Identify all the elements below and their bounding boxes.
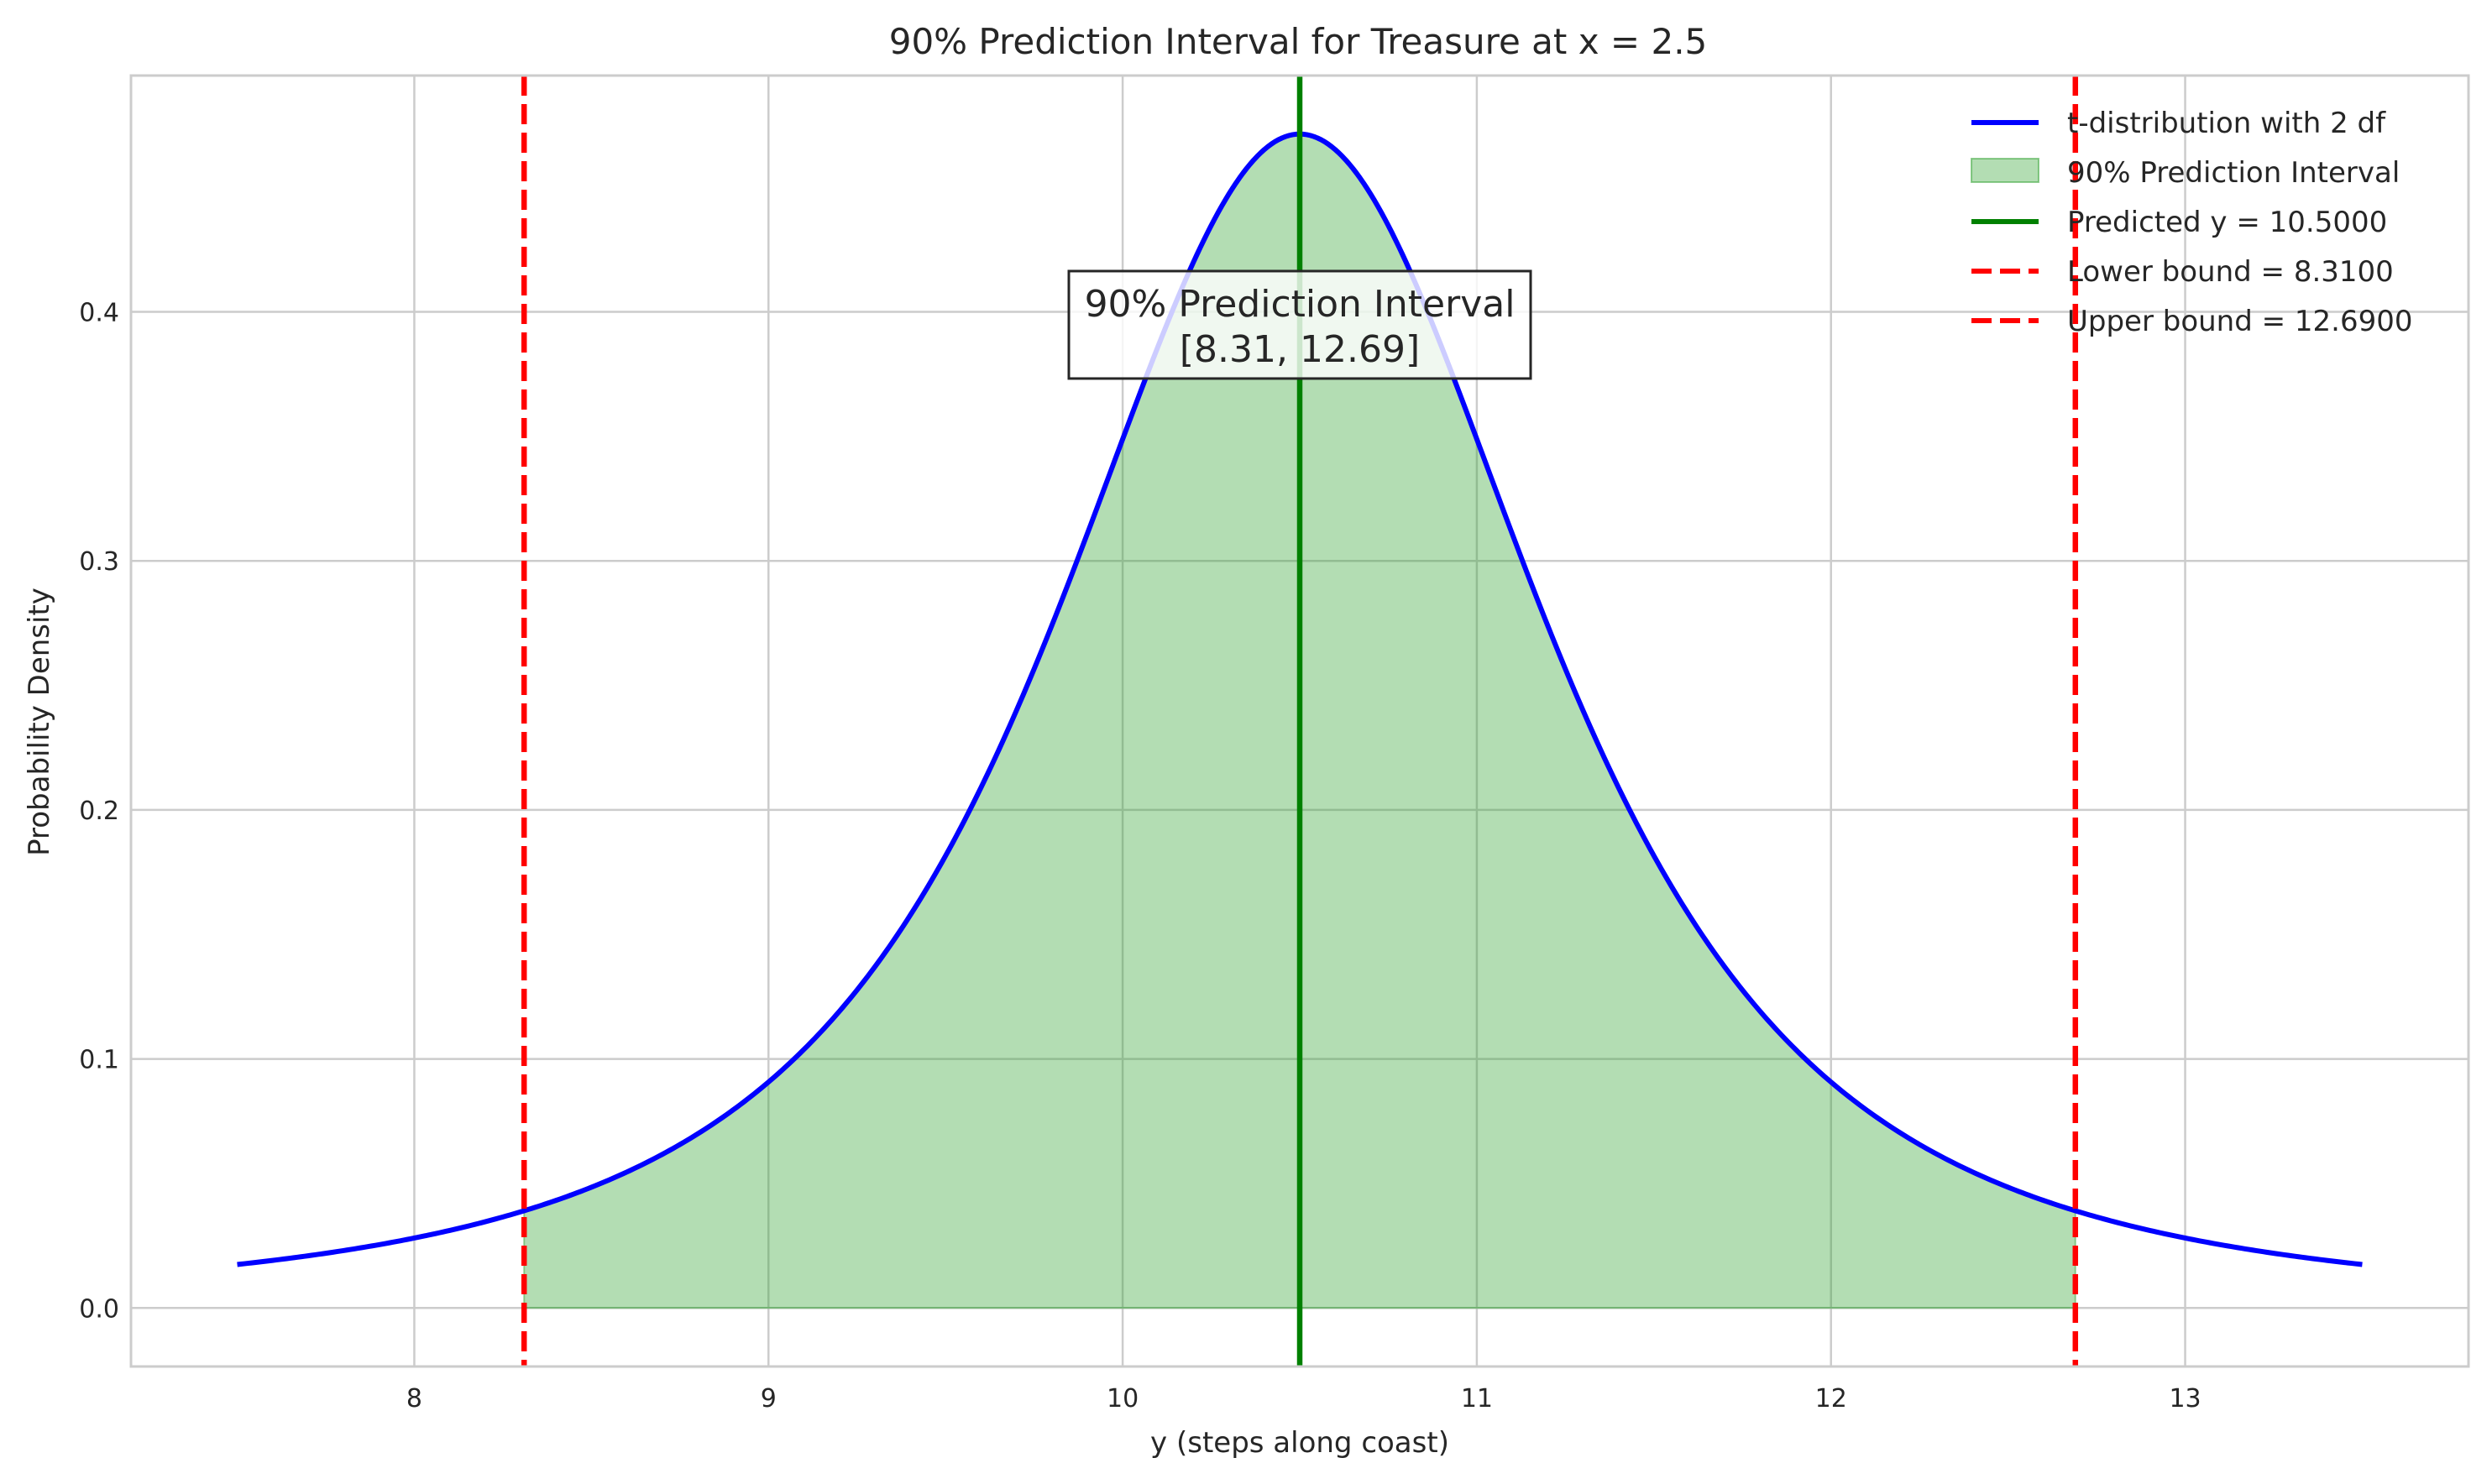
annotation-line-1: 90% Prediction Interval (1085, 283, 1516, 326)
x-tick-label: 13 (2169, 1384, 2201, 1413)
annotation-line-2: [8.31, 12.69] (1180, 328, 1420, 371)
x-axis-label: y (steps along coast) (1150, 1426, 1449, 1460)
annotation-box (1067, 269, 1532, 380)
x-tick-label: 10 (1107, 1384, 1139, 1413)
x-tick-label: 9 (761, 1384, 777, 1413)
y-tick-label: 0.1 (79, 1046, 119, 1075)
legend-label: Lower bound = 8.3100 (2067, 255, 2394, 289)
x-tick-label: 12 (1815, 1384, 1847, 1413)
y-tick-label: 0.0 (79, 1294, 119, 1324)
y-axis-label: Probability Density (23, 588, 56, 856)
legend-label: t-distribution with 2 df (2067, 107, 2386, 140)
legend-label: 90% Prediction Interval (2067, 156, 2400, 190)
legend-label: Predicted y = 10.5000 (2067, 206, 2387, 239)
chart-title: 90% Prediction Interval for Treasure at … (889, 21, 1708, 62)
plot-frame (129, 74, 2470, 1368)
legend: t-distribution with 2 df 90% Prediction I… (1971, 107, 2413, 338)
x-tick-label: 8 (406, 1384, 422, 1413)
legend-swatch (1971, 158, 2039, 183)
y-tick-label: 0.2 (79, 797, 119, 826)
y-tick-label: 0.4 (79, 299, 119, 328)
y-ticks: 0.0 0.1 0.2 0.3 0.4 (79, 299, 119, 1325)
x-tick-label: 11 (1461, 1384, 1493, 1413)
legend-label: Upper bound = 12.6900 (2067, 305, 2413, 338)
interval-annotation: 90% Prediction Interval [8.31, 12.69] (1067, 269, 1532, 380)
x-ticks: 8 9 10 11 12 13 (406, 1384, 2201, 1413)
y-tick-label: 0.3 (79, 547, 119, 577)
